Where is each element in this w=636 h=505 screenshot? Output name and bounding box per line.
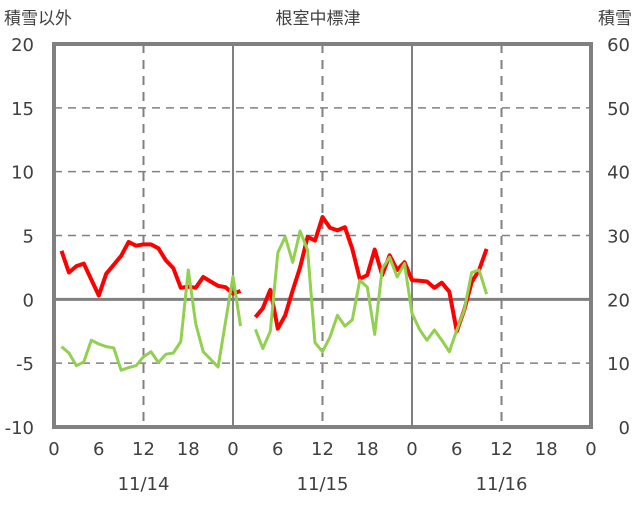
right-axis-label: 積雪 (598, 9, 632, 29)
x-tick-label: 18 (535, 439, 558, 460)
date-label: 11/15 (297, 474, 349, 495)
right-tick-label: 30 (607, 227, 630, 248)
series-green-line (60, 229, 489, 372)
x-tick-label: 0 (227, 439, 238, 460)
left-tick-label: 5 (23, 227, 34, 248)
left-tick-label: 10 (11, 163, 34, 184)
right-tick-label: 10 (607, 354, 630, 375)
series-red-line (59, 215, 489, 334)
plot-frame (52, 42, 593, 429)
x-tick-label: 6 (93, 439, 104, 460)
right-tick-label: 40 (607, 163, 630, 184)
x-tick-label: 18 (177, 439, 200, 460)
date-label: 11/16 (476, 474, 528, 495)
x-tick-label: 6 (272, 439, 283, 460)
x-tick-label: 12 (132, 439, 155, 460)
series-group (57, 215, 489, 429)
left-tick-label: 0 (23, 290, 34, 311)
x-tick-label: 0 (48, 439, 59, 460)
grid (54, 44, 591, 427)
x-tick-label: 18 (356, 439, 379, 460)
left-tick-label: -10 (5, 418, 34, 439)
x-tick-label: 12 (490, 439, 513, 460)
left-tick-label: 20 (11, 35, 34, 56)
left-axis-label: 積雪以外 (4, 9, 72, 29)
x-tick-label: 12 (311, 439, 334, 460)
right-tick-label: 0 (619, 418, 630, 439)
left-tick-label: -5 (16, 354, 34, 375)
chart-title: 根室中標津 (276, 9, 361, 29)
x-tick-label: 6 (451, 439, 462, 460)
left-tick-label: 15 (11, 99, 34, 120)
x-tick-label: 0 (585, 439, 596, 460)
right-tick-label: 50 (607, 99, 630, 120)
right-tick-label: 60 (607, 35, 630, 56)
right-tick-label: 20 (607, 290, 630, 311)
x-tick-label: 0 (406, 439, 417, 460)
date-label: 11/14 (118, 474, 170, 495)
